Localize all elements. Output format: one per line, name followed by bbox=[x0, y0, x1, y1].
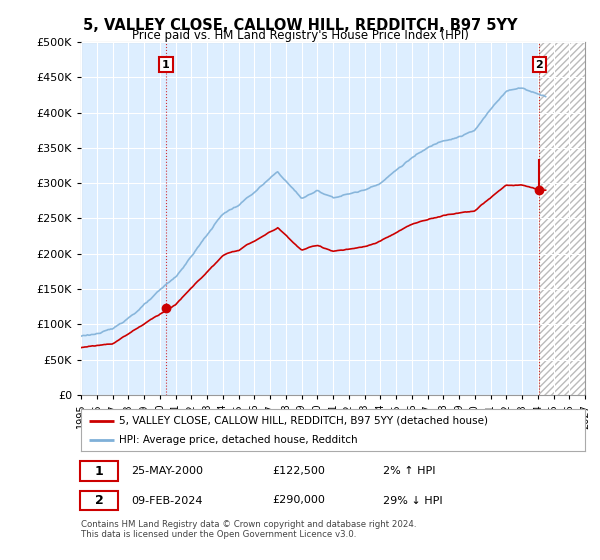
Text: 29% ↓ HPI: 29% ↓ HPI bbox=[383, 496, 443, 506]
Text: 1: 1 bbox=[162, 59, 170, 69]
FancyBboxPatch shape bbox=[80, 491, 118, 511]
Text: 09-FEB-2024: 09-FEB-2024 bbox=[131, 496, 203, 506]
Text: 2: 2 bbox=[535, 59, 543, 69]
FancyBboxPatch shape bbox=[80, 461, 118, 481]
Text: £122,500: £122,500 bbox=[272, 466, 325, 476]
Bar bbox=[166, 42, 539, 395]
Text: 25-MAY-2000: 25-MAY-2000 bbox=[131, 466, 203, 476]
Text: 5, VALLEY CLOSE, CALLOW HILL, REDDITCH, B97 5YY (detached house): 5, VALLEY CLOSE, CALLOW HILL, REDDITCH, … bbox=[119, 416, 488, 426]
Text: 2: 2 bbox=[95, 494, 103, 507]
Bar bbox=[539, 42, 585, 395]
Text: HPI: Average price, detached house, Redditch: HPI: Average price, detached house, Redd… bbox=[119, 435, 358, 445]
Text: 5, VALLEY CLOSE, CALLOW HILL, REDDITCH, B97 5YY: 5, VALLEY CLOSE, CALLOW HILL, REDDITCH, … bbox=[83, 18, 517, 33]
Text: Contains HM Land Registry data © Crown copyright and database right 2024.
This d: Contains HM Land Registry data © Crown c… bbox=[81, 520, 416, 539]
Text: 2% ↑ HPI: 2% ↑ HPI bbox=[383, 466, 436, 476]
Text: 1: 1 bbox=[95, 465, 103, 478]
Text: Price paid vs. HM Land Registry's House Price Index (HPI): Price paid vs. HM Land Registry's House … bbox=[131, 29, 469, 42]
Text: £290,000: £290,000 bbox=[272, 496, 325, 506]
